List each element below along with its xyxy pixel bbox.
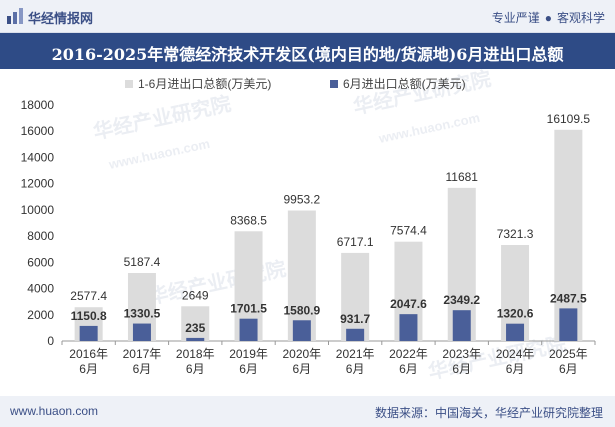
x-tick-label: 2018年 — [176, 347, 215, 361]
bar-june — [506, 323, 525, 341]
y-tick-label: 12000 — [21, 177, 55, 191]
bar-june — [186, 337, 205, 341]
data-label-june: 2047.6 — [390, 297, 427, 311]
header-bar: 华经情报网 专业严谨 ● 客观科学 — [0, 0, 615, 33]
y-tick-label: 4000 — [27, 282, 54, 296]
legend-swatch — [330, 80, 338, 88]
chart-title: 2016-2025年常德经济技术开发区(境内目的地/货源地)6月进出口总额 — [51, 45, 564, 64]
data-label-total-h1: 5187.4 — [124, 255, 161, 269]
y-tick-label: 14000 — [21, 150, 55, 164]
bar-june — [346, 328, 365, 341]
bars — [74, 129, 583, 341]
y-tick-label: 10000 — [21, 203, 55, 217]
data-label-total-h1: 6717.1 — [337, 235, 374, 249]
data-label-june: 235 — [185, 321, 205, 335]
x-tick-label: 2022年 — [389, 347, 428, 361]
bar-june — [559, 308, 578, 341]
y-tick-label: 6000 — [27, 255, 54, 269]
x-tick-label: 2019年 — [229, 347, 268, 361]
footer-bar: www.huaon.com 数据来源：中国海关，华经产业研究院整理 — [0, 396, 615, 427]
bar-june — [239, 318, 258, 341]
axes: 0 2000 4000 6000 8000 10000 12000 14000 16000 180… — [21, 98, 596, 376]
x-tick-label: 6月 — [133, 362, 152, 376]
x-tick-label: 2016年 — [69, 347, 108, 361]
bar-june — [132, 323, 151, 341]
data-source: 数据来源：中国海关，华经产业研究院整理 — [374, 406, 603, 420]
data-label-total-h1: 2577.4 — [70, 289, 107, 303]
legend-swatch — [125, 80, 133, 88]
data-label-june: 1150.8 — [71, 309, 107, 323]
data-label-total-h1: 16109.5 — [547, 112, 591, 126]
legend: 1-6月进出口总额(万美元) 6月进出口总额(万美元) — [125, 77, 466, 91]
bar-total-h1 — [341, 252, 370, 341]
data-label-total-h1: 7321.3 — [497, 227, 534, 241]
x-tick-label: 2024年 — [496, 347, 535, 361]
data-label-june: 931.7 — [340, 312, 370, 326]
bar-total-h1 — [287, 210, 316, 341]
x-tick-label: 6月 — [79, 362, 98, 376]
x-tick-label: 2021年 — [336, 347, 375, 361]
data-labels: 2577.4 1150.8 5187.4 1330.5 2649 235 8368.5 170… — [70, 112, 590, 335]
x-tick-label: 6月 — [399, 362, 418, 376]
y-tick-label: 0 — [47, 334, 54, 348]
data-label-june: 1701.5 — [230, 302, 267, 316]
x-tick-label: 6月 — [186, 362, 205, 376]
bar-june — [292, 320, 311, 341]
x-tick-label: 6月 — [346, 362, 365, 376]
x-tick-label: 2020年 — [282, 347, 321, 361]
title-bar: 2016-2025年常德经济技术开发区(境内目的地/货源地)6月进出口总额 — [0, 33, 615, 69]
y-tick-label: 2000 — [27, 308, 54, 322]
bar-chart: 华经产业研究院 www.huaon.com 华经产业研究院 www.huaon.… — [21, 69, 596, 384]
x-tick-label: 6月 — [559, 362, 578, 376]
data-label-june: 2487.5 — [550, 291, 587, 305]
watermark-url-1: www.huaon.com — [107, 136, 212, 172]
x-tick-label: 2017年 — [123, 347, 162, 361]
data-label-june: 1320.6 — [497, 307, 534, 321]
legend-label: 1-6月进出口总额(万美元) — [138, 77, 271, 91]
slogan-left: 专业严谨 — [491, 11, 540, 25]
brand-name: 华经情报网 — [28, 11, 94, 26]
data-label-june: 1330.5 — [124, 307, 161, 321]
data-label-total-h1: 7574.4 — [390, 224, 427, 238]
watermark-text-1: 华经产业研究院 — [91, 91, 233, 144]
data-label-total-h1: 8368.5 — [230, 213, 267, 227]
y-tick-label: 8000 — [27, 229, 54, 243]
data-label-june: 1580.9 — [283, 303, 320, 317]
y-tick-label: 18000 — [21, 98, 55, 112]
data-label-total-h1: 9953.2 — [283, 193, 320, 207]
bar-june — [399, 314, 418, 341]
x-tick-label: 2025年 — [549, 347, 588, 361]
data-label-total-h1: 11681 — [446, 170, 479, 184]
bar-total-h1 — [181, 306, 210, 341]
x-tick-label: 6月 — [293, 362, 312, 376]
logo-icon — [7, 8, 23, 24]
slogan-separator: ● — [544, 11, 552, 25]
x-tick-label: 6月 — [452, 362, 471, 376]
watermark-url-2: www.huaon.com — [377, 110, 482, 146]
x-tick-label: 6月 — [239, 362, 258, 376]
slogan-right: 客观科学 — [556, 11, 605, 25]
slogan: 专业严谨 ● 客观科学 — [492, 9, 605, 26]
y-tick-label: 16000 — [21, 124, 55, 138]
x-tick-label: 6月 — [506, 362, 525, 376]
x-tick-label: 2023年 — [442, 347, 481, 361]
data-label-total-h1: 2649 — [182, 288, 209, 302]
legend-label: 6月进出口总额(万美元) — [343, 77, 466, 91]
bar-june — [452, 310, 471, 341]
bar-total-h1 — [554, 129, 583, 341]
footer-url: www.huaon.com — [10, 404, 99, 418]
data-label-june: 2349.2 — [443, 293, 480, 307]
bar-june — [79, 325, 98, 341]
